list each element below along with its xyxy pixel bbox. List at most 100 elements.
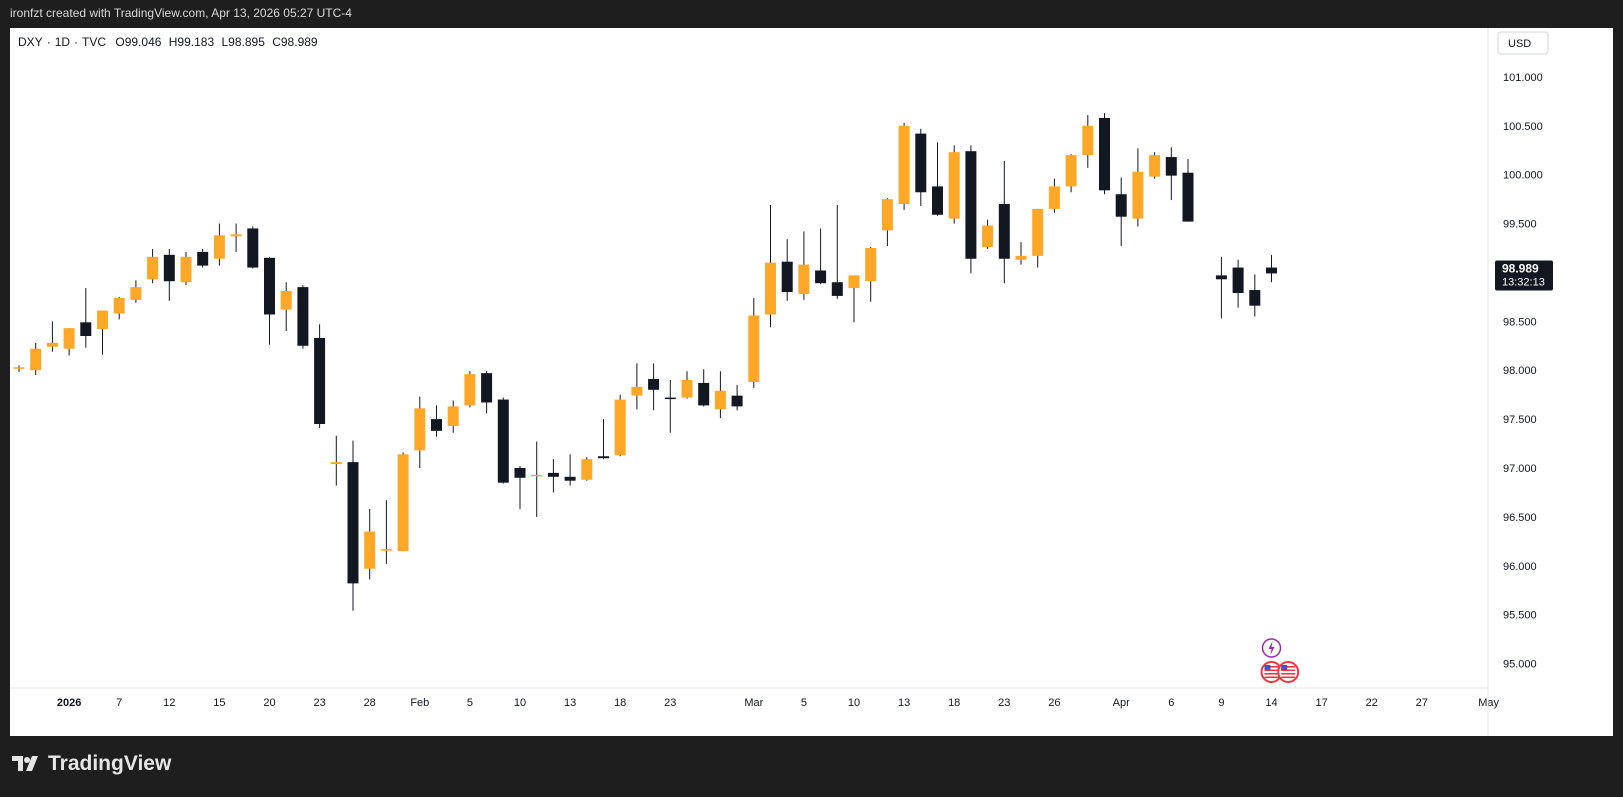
candle-body-up: [1065, 155, 1077, 187]
candle[interactable]: [598, 419, 609, 460]
candle[interactable]: [798, 231, 810, 300]
candle-body-down: [347, 462, 359, 584]
candle[interactable]: [581, 457, 593, 481]
candle[interactable]: [497, 397, 509, 484]
candle[interactable]: [130, 280, 142, 303]
candle[interactable]: [514, 466, 526, 510]
candle[interactable]: [1032, 208, 1044, 268]
chart-panel[interactable]: 95.000 95.500 96.000 96.500 97.000 97.500 98.0…: [10, 28, 1613, 736]
candle[interactable]: [414, 396, 426, 468]
candle[interactable]: [1015, 242, 1027, 265]
candle[interactable]: [982, 219, 994, 249]
candle[interactable]: [998, 160, 1010, 284]
candle[interactable]: [1099, 113, 1110, 195]
candle[interactable]: [380, 500, 392, 564]
candle-body-up: [63, 328, 75, 349]
tradingview-logo[interactable]: TradingView: [12, 752, 171, 776]
x-tick-label: 13: [898, 697, 910, 709]
candle[interactable]: [781, 239, 793, 301]
candle-body-down: [564, 476, 576, 481]
candle[interactable]: [848, 275, 860, 323]
candle[interactable]: [464, 371, 476, 408]
candle[interactable]: [297, 285, 309, 349]
candle[interactable]: [1115, 177, 1127, 247]
candle[interactable]: [213, 223, 225, 266]
legend-symbol[interactable]: DXY: [18, 35, 43, 49]
candle[interactable]: [347, 440, 359, 611]
candle[interactable]: [881, 198, 893, 247]
candle[interactable]: [815, 228, 827, 285]
currency-badge[interactable]: USD: [1497, 31, 1549, 55]
candle[interactable]: [748, 297, 760, 388]
candle[interactable]: [1266, 254, 1277, 283]
candle[interactable]: [865, 247, 877, 302]
candle[interactable]: [314, 324, 326, 428]
candle[interactable]: [1165, 147, 1177, 201]
x-tick-label: 13: [564, 697, 576, 709]
legend-interval[interactable]: 1D: [54, 35, 71, 49]
candlestick-chart[interactable]: 95.000 95.500 96.000 96.500 97.000 97.500 98.0…: [10, 28, 1613, 736]
candle[interactable]: [364, 509, 376, 580]
candle[interactable]: [1182, 159, 1194, 222]
candle-body-down: [664, 397, 676, 400]
candle[interactable]: [1082, 115, 1094, 168]
candle[interactable]: [30, 342, 42, 376]
candle[interactable]: [564, 454, 576, 486]
candle[interactable]: [481, 371, 493, 414]
price-axis-ticks: 95.000 95.500 96.000 96.500 97.000 97.500 98.0…: [1503, 72, 1543, 671]
y-tick-label: 98.000: [1503, 365, 1537, 377]
candle[interactable]: [13, 365, 25, 373]
candle[interactable]: [230, 223, 242, 252]
candle[interactable]: [97, 310, 108, 355]
candle[interactable]: [714, 371, 726, 419]
us-flag-event-icon[interactable]: [1260, 661, 1283, 683]
lightning-event-icon[interactable]: [1261, 638, 1282, 658]
candle[interactable]: [147, 248, 159, 284]
candle[interactable]: [547, 459, 559, 493]
candle[interactable]: [63, 328, 75, 356]
candle[interactable]: [1132, 148, 1144, 227]
candle[interactable]: [898, 122, 910, 210]
candle[interactable]: [46, 321, 58, 352]
candle[interactable]: [330, 435, 342, 486]
x-tick-label: 6: [1168, 697, 1174, 709]
candle[interactable]: [1048, 178, 1060, 213]
candle[interactable]: [397, 452, 409, 552]
candle[interactable]: [731, 384, 743, 411]
candle[interactable]: [698, 369, 710, 407]
events-layer: [1260, 638, 1300, 683]
candle[interactable]: [681, 371, 693, 399]
candle[interactable]: [648, 363, 660, 411]
candle-body-down: [598, 456, 609, 459]
symbol-legend: DXY · 1D · TVC O99.046 H99.183 L98.895 C98.9…: [18, 35, 322, 49]
x-tick-label: 10: [848, 697, 860, 709]
candle[interactable]: [765, 204, 776, 328]
candle[interactable]: [531, 441, 543, 517]
candle[interactable]: [948, 145, 960, 224]
candle[interactable]: [1065, 154, 1077, 193]
candle[interactable]: [431, 405, 442, 437]
candle[interactable]: [1215, 256, 1227, 319]
candle[interactable]: [447, 400, 459, 433]
candle[interactable]: [1232, 259, 1244, 308]
candle[interactable]: [264, 256, 275, 345]
candle[interactable]: [247, 226, 259, 269]
candle[interactable]: [280, 282, 292, 332]
candle[interactable]: [113, 296, 125, 320]
candle[interactable]: [965, 145, 977, 274]
candle[interactable]: [163, 248, 175, 301]
us-flag-event-icon[interactable]: [1277, 661, 1300, 683]
candle[interactable]: [915, 128, 927, 206]
candle[interactable]: [1149, 152, 1161, 179]
candle[interactable]: [831, 204, 843, 299]
candle[interactable]: [180, 251, 192, 286]
snapshot-caption: ironfzt created with TradingView.com, Ap…: [10, 6, 352, 20]
candle[interactable]: [197, 248, 209, 268]
candle[interactable]: [614, 394, 626, 457]
candle-body-up: [614, 399, 626, 456]
candle[interactable]: [932, 142, 943, 216]
candle[interactable]: [80, 288, 92, 348]
candle[interactable]: [664, 380, 676, 433]
candle[interactable]: [631, 363, 643, 410]
candle[interactable]: [1249, 274, 1261, 317]
